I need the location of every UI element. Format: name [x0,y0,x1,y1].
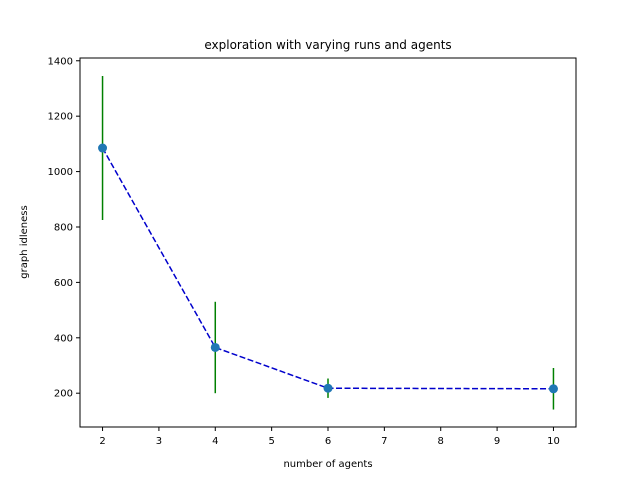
y-axis-label: graph idleness [19,205,30,278]
x-tick-label: 5 [268,436,274,447]
x-tick-label: 4 [212,436,218,447]
data-point [98,143,108,153]
x-tick-label: 8 [438,436,444,447]
series-layer [98,76,558,410]
x-tick-label: 6 [325,436,331,447]
x-tick-label: 7 [381,436,387,447]
data-point [548,384,558,394]
y-tick-label: 1200 [48,112,73,123]
y-tick-label: 800 [54,222,73,233]
y-tick-label: 1000 [48,167,73,178]
series-line [101,147,554,390]
y-tick-label: 600 [54,278,73,289]
plot-background [80,58,576,427]
x-tick-label: 2 [99,436,105,447]
x-tick-label: 9 [494,436,500,447]
x-axis-label: number of agents [283,459,372,470]
chart-title: exploration with varying runs and agents [204,38,451,52]
y-tick-label: 200 [54,389,73,400]
data-point [323,383,333,393]
x-tick-label: 3 [156,436,162,447]
axes: 2 3 4 5 6 7 8 9 10 200 400 600 800 1000 1200 1400 [48,56,577,447]
y-tick-label: 400 [54,333,73,344]
y-tick-label: 1400 [48,56,73,67]
x-tick-label: 10 [547,436,560,447]
data-point [210,342,220,352]
plot-area [80,58,576,427]
